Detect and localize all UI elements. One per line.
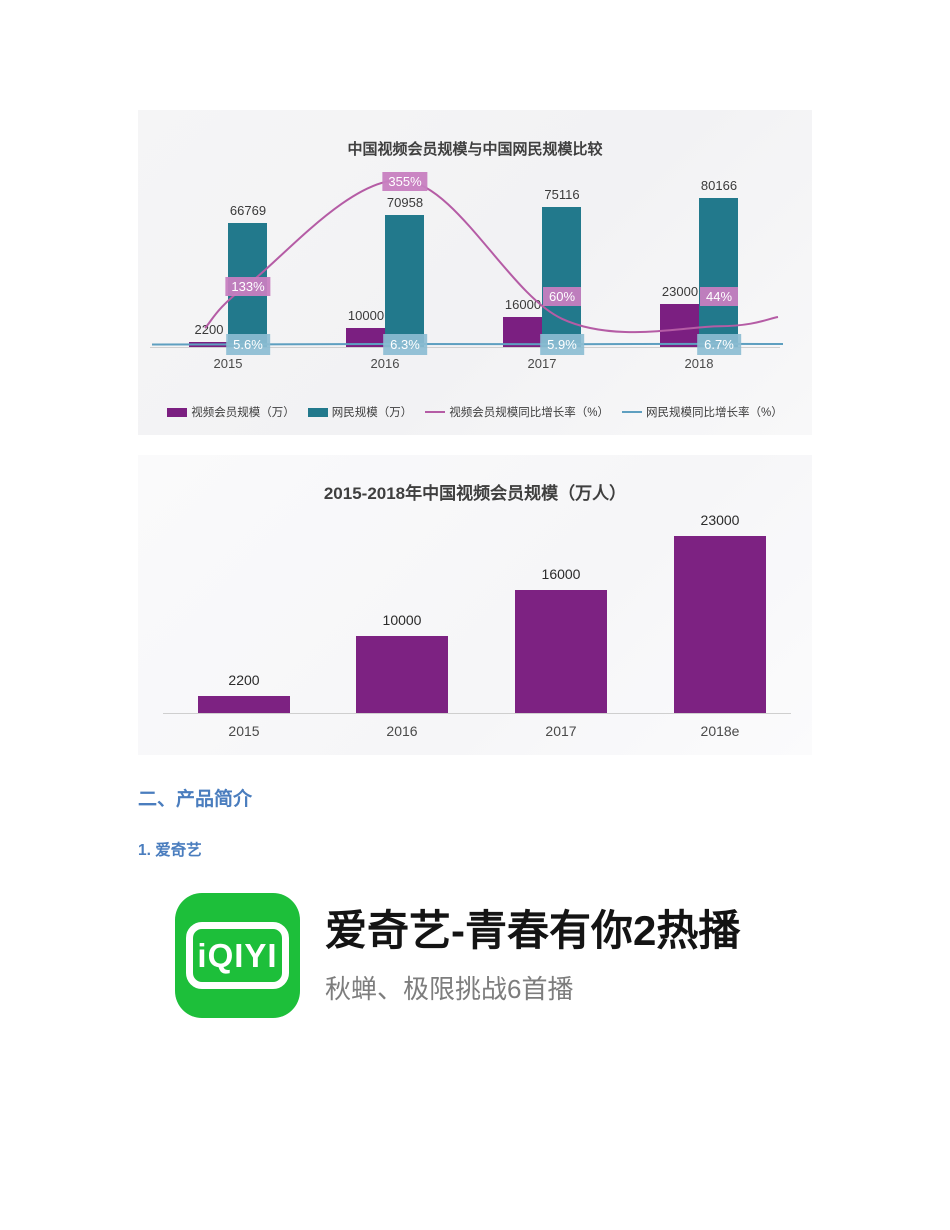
product-subtitle: 秋蝉、极限挑战6首播	[325, 974, 574, 1004]
member-growth-badge: 355%	[382, 172, 428, 191]
netizen-growth-badge: 6.7%	[697, 334, 741, 355]
section-heading: 二、产品简介	[138, 789, 253, 810]
bar-value-label: 10000	[382, 612, 422, 628]
legend-line-swatch	[425, 411, 446, 413]
bar-chart-panel: 2015-2018年中国视频会员规模（万人） 2200 2015 10000 2016…	[138, 455, 812, 755]
member-growth-badge: 44%	[699, 287, 739, 306]
legend-label: 视频会员规模同比增长率（%）	[449, 407, 609, 419]
x-axis-line	[150, 347, 780, 348]
combo-chart-panel: 中国视频会员规模与中国网民规模比较 66769 2200 2015 70958 1000…	[138, 110, 812, 435]
netizen-value-label: 66769	[229, 203, 267, 218]
combo-chart-title: 中国视频会员规模与中国网民规模比较	[347, 141, 603, 158]
combo-chart-legend: 视频会员规模（万） 网民规模（万） 视频会员规模同比增长率（%） 网民规模同比增长率（…	[138, 404, 812, 420]
netizen-value-label: 80166	[700, 178, 738, 193]
subsection-heading: 1. 爱奇艺	[138, 842, 202, 859]
growth-lines	[151, 179, 784, 346]
x-axis-tick-label: 2017	[527, 356, 557, 371]
bar-chart-plot: 2200 2015 10000 2016 16000 2017 23000 2018e	[138, 455, 812, 755]
legend-label: 视频会员规模（万）	[191, 407, 295, 419]
member-growth-badge: 133%	[225, 277, 271, 296]
bar-value-label: 2200	[228, 672, 260, 688]
legend-item: 视频会员规模同比增长率（%）	[425, 404, 609, 420]
legend-line-swatch	[622, 411, 642, 413]
netizen-value-label: 70958	[386, 195, 424, 210]
member-bar	[674, 536, 766, 713]
netizen-bar	[385, 215, 424, 347]
legend-item: 网民规模同比增长率（%）	[622, 404, 783, 420]
bar-value-label: 23000	[700, 512, 740, 528]
netizen-growth-badge: 6.3%	[383, 334, 427, 355]
member-value-label: 16000	[504, 297, 542, 312]
member-value-label: 2200	[194, 322, 224, 337]
member-bar	[356, 636, 448, 713]
legend-bar-swatch	[167, 407, 188, 417]
legend-bar-swatch	[307, 407, 328, 417]
member-value-label: 23000	[661, 284, 699, 299]
combo-chart-plot: 66769 2200 2015 70958 10000 2016 75116 16000 201…	[138, 110, 812, 435]
legend-label: 网民规模同比增长率（%）	[646, 407, 783, 419]
x-axis-tick-label: 2017	[545, 723, 577, 739]
bar-value-label: 16000	[541, 566, 581, 582]
member-bar	[503, 317, 542, 347]
netizen-growth-badge: 5.9%	[540, 334, 584, 355]
iqiyi-logo: iQIYI	[175, 893, 300, 1018]
legend-item: 视频会员规模（万）	[167, 404, 295, 420]
x-axis-tick-label: 2015	[228, 723, 260, 739]
netizen-value-label: 75116	[544, 187, 580, 202]
x-axis-tick-label: 2016	[386, 723, 418, 739]
bar-chart-title: 2015-2018年中国视频会员规模（万人）	[323, 484, 627, 503]
x-axis-line	[163, 713, 791, 714]
member-growth-badge: 60%	[542, 287, 582, 306]
member-bar	[346, 328, 385, 347]
member-bar	[660, 304, 699, 347]
member-bar	[198, 696, 290, 713]
netizen-growth-badge: 5.6%	[226, 334, 270, 355]
iqiyi-logo-text: iQIYI	[194, 939, 281, 972]
x-axis-tick-label: 2018e	[700, 723, 740, 739]
member-growth-line	[204, 179, 779, 334]
member-value-label: 10000	[347, 308, 385, 323]
legend-label: 网民规模（万）	[331, 407, 413, 419]
member-bar	[515, 590, 607, 713]
product-title: 爱奇艺-青春有你2热播	[325, 907, 741, 954]
x-axis-tick-label: 2018	[684, 356, 714, 371]
iqiyi-tv-frame-icon	[186, 922, 289, 989]
netizen-bar	[699, 198, 738, 347]
legend-item: 网民规模（万）	[307, 404, 413, 420]
x-axis-tick-label: 2015	[213, 356, 243, 371]
x-axis-tick-label: 2016	[370, 356, 400, 371]
